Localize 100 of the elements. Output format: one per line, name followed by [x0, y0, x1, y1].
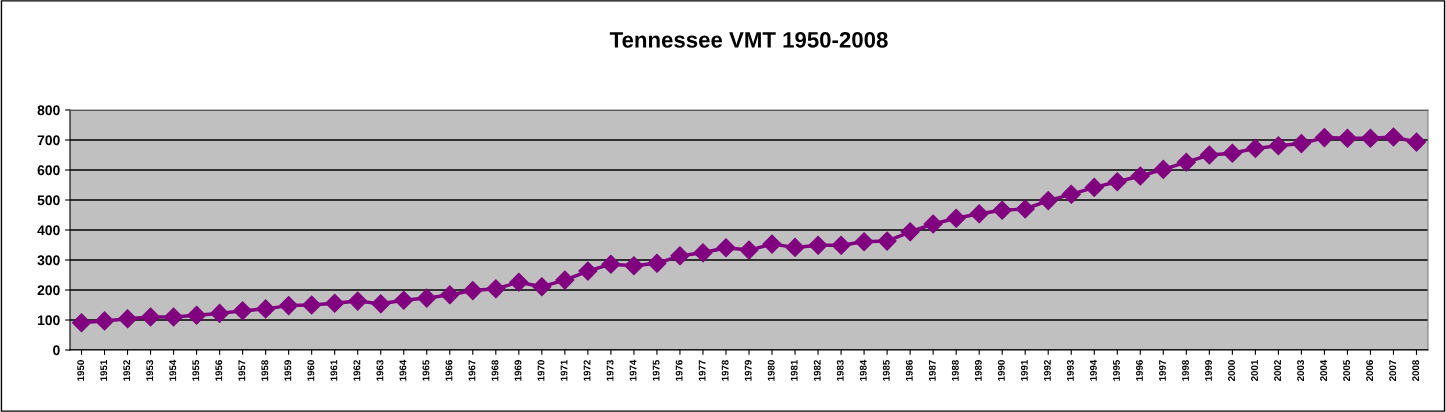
point [187, 305, 207, 325]
point [739, 240, 759, 260]
chart-title: Tennessee VMT 1950-2008 [609, 31, 888, 48]
x-tick-label: 2002 [1274, 360, 1281, 382]
y-tick-label: 500 [37, 195, 60, 206]
point [233, 301, 253, 321]
x-tick-label: 1977 [698, 360, 706, 381]
point [900, 222, 920, 242]
point [578, 261, 598, 281]
y-tick-label: 0 [53, 345, 60, 356]
x-tick-label: 1959 [284, 360, 292, 381]
x-tick-label: 1976 [675, 360, 683, 381]
x-tick-label: 1951 [100, 359, 108, 381]
point [325, 293, 345, 313]
point [118, 309, 138, 329]
x-tick-label: 2003 [1297, 360, 1305, 382]
x-tick-label: 1974 [629, 359, 637, 381]
point [785, 237, 805, 257]
point [1015, 199, 1035, 219]
x-tick-label: 1996 [1136, 360, 1143, 381]
x-tick-label: 1964 [399, 359, 407, 381]
point [532, 277, 552, 297]
x-tick-label: 1993 [1066, 360, 1074, 381]
x-tick-label: 1990 [997, 360, 1005, 381]
point [877, 231, 897, 251]
point [302, 295, 322, 315]
point [1406, 132, 1427, 152]
point [279, 296, 299, 316]
point [1130, 166, 1150, 186]
point [1038, 191, 1058, 211]
x-tick-label: 1975 [652, 359, 660, 381]
x-tick-label: 1984 [859, 359, 867, 381]
x-tick-label: 1992 [1043, 360, 1051, 381]
point [164, 307, 184, 327]
x-tick-label: 1986 [905, 360, 913, 381]
point [348, 291, 368, 311]
x-tick-label: 2004 [1320, 359, 1328, 382]
point [762, 234, 782, 254]
point [1268, 136, 1288, 156]
x-tick-label: 1955 [192, 359, 200, 381]
x-tick-label: 1961 [330, 359, 338, 381]
x-tick-label: 2006 [1366, 360, 1374, 382]
x-tick-label: 1963 [376, 360, 384, 381]
point [1176, 152, 1196, 172]
y-tick-label: 100 [37, 315, 60, 326]
x-tick-label: 1953 [146, 360, 154, 381]
point [1360, 128, 1380, 148]
point [141, 307, 161, 327]
point [624, 256, 644, 276]
x-tick-label: 1988 [951, 360, 959, 381]
point [371, 294, 391, 314]
point [1061, 184, 1081, 204]
point [486, 279, 506, 299]
point [1383, 127, 1404, 147]
x-tick-label: 1987 [928, 360, 936, 381]
x-tick-label: 1971 [560, 359, 568, 381]
x-tick-label: 2008 [1412, 360, 1420, 382]
point [394, 290, 414, 310]
point [969, 204, 989, 224]
x-tick-label: 1970 [537, 360, 545, 381]
y-tick-label: 700 [37, 135, 60, 146]
point [693, 243, 713, 263]
x-tick-label: 1982 [813, 360, 821, 381]
point [1291, 134, 1311, 154]
y-tick-label: 800 [37, 105, 60, 116]
x-tick-label: 1972 [583, 360, 591, 381]
point [1314, 128, 1334, 148]
point [1337, 128, 1357, 148]
point [1245, 138, 1265, 158]
x-tick-label: 1995 [1113, 359, 1120, 381]
point [71, 313, 92, 333]
x-tick-label: 1980 [767, 360, 775, 381]
x-tick-label: 1968 [491, 360, 499, 381]
x-tick-label: 1978 [721, 360, 729, 381]
x-tick-label: 2007 [1389, 360, 1397, 382]
x-tick-label: 2005 [1343, 359, 1351, 382]
x-tick-label: 1969 [514, 360, 522, 381]
point [1199, 145, 1219, 165]
x-tick-label: 1981 [790, 359, 798, 381]
point [923, 214, 943, 234]
point [1107, 172, 1127, 192]
point [1084, 177, 1104, 197]
x-tick-label: 1956 [215, 360, 223, 381]
point [1153, 159, 1173, 179]
x-tick-label: 1967 [468, 360, 476, 381]
y-tick-label: 300 [37, 255, 60, 266]
point [555, 270, 575, 290]
point [808, 235, 828, 255]
point [440, 285, 460, 305]
point [463, 281, 483, 301]
point [509, 272, 529, 292]
x-tick-label: 1983 [836, 360, 844, 381]
point [210, 303, 230, 323]
x-tick-label: 2001 [1251, 359, 1258, 382]
point [992, 200, 1012, 220]
point [831, 235, 851, 255]
point [1222, 143, 1242, 163]
point [601, 254, 621, 274]
point [647, 253, 667, 273]
y-tick-label: 200 [37, 285, 60, 296]
